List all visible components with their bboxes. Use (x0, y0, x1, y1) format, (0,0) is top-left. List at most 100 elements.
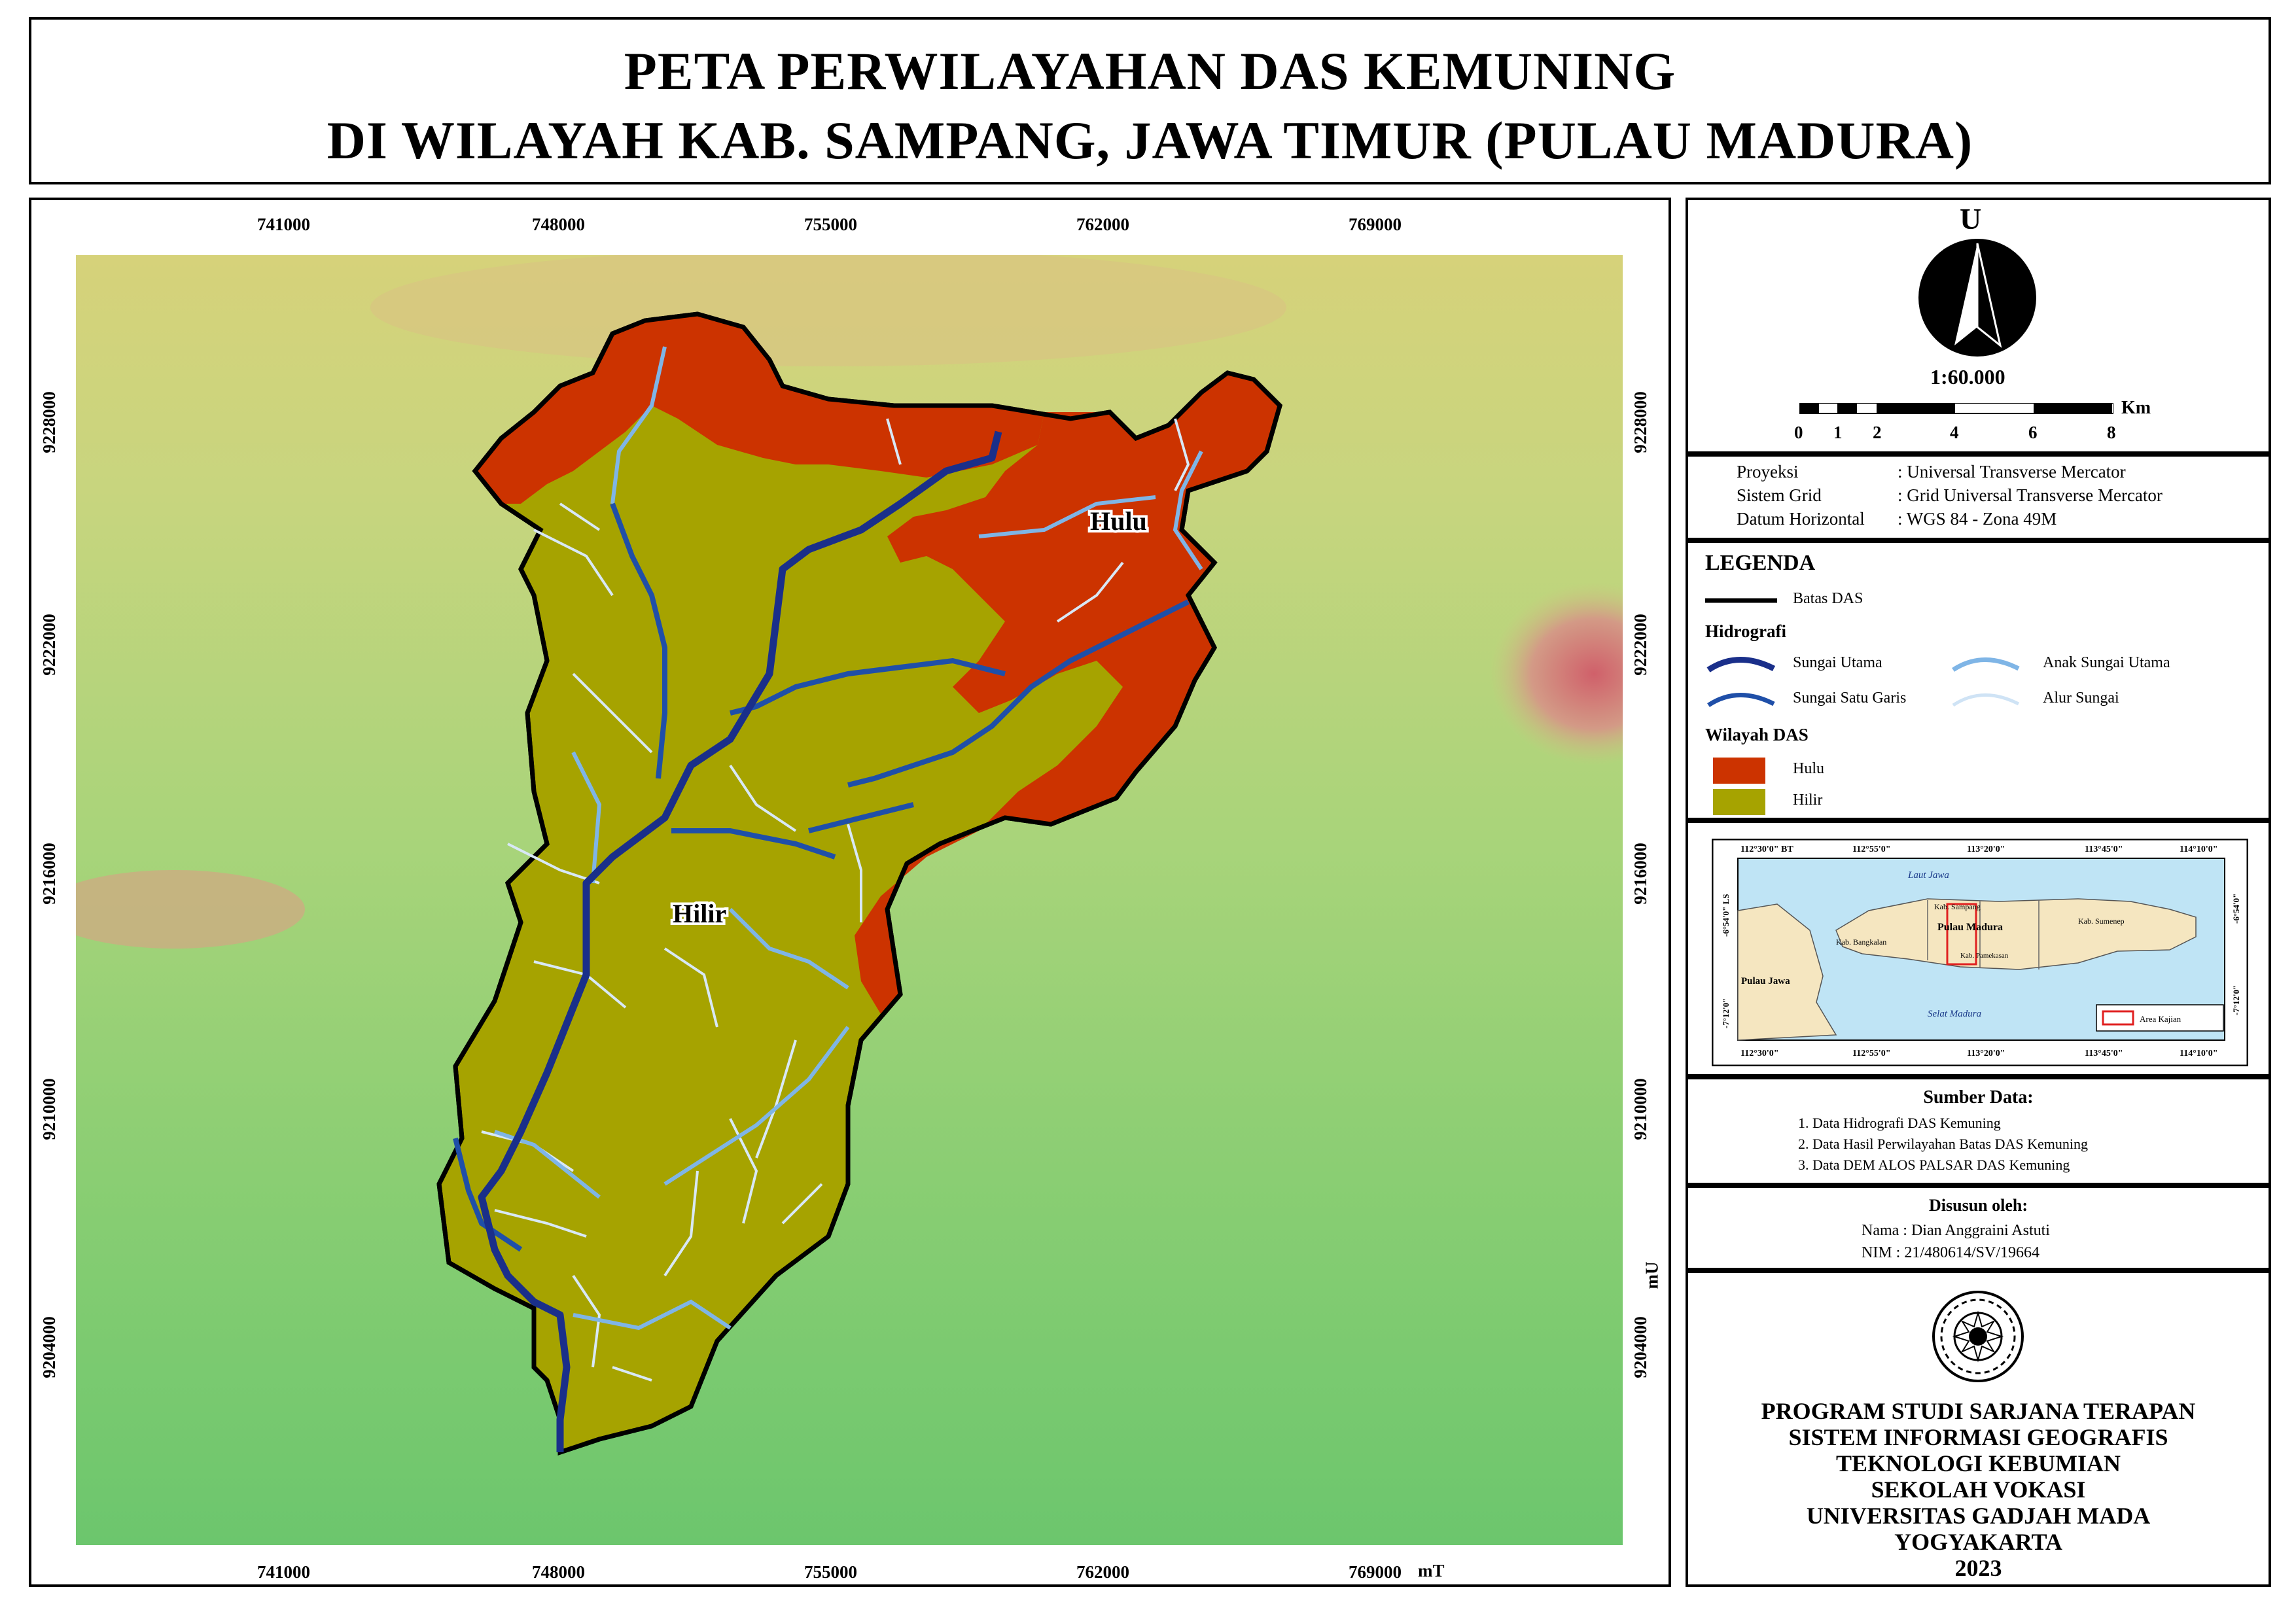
y-tick-left-2: 9222000 (39, 614, 59, 676)
inset-bottom-tick-4: 113°45'0" (2085, 1049, 2123, 1058)
institution-line-1: PROGRAM STUDI SARJANA TERAPAN (1761, 1398, 2196, 1424)
legend-sungai-utama-symbol (1706, 657, 1776, 672)
x-tick-bottom-1: 741000 (257, 1562, 310, 1582)
institution-line-7: 2023 (1954, 1555, 2002, 1581)
y-tick-left-3: 9216000 (39, 843, 59, 905)
legend-hilir-swatch (1713, 789, 1765, 815)
author-box: Disusun oleh: Nama : Dian Anggraini Astu… (1686, 1185, 2271, 1270)
legend-hulu-label: Hulu (1793, 760, 1824, 777)
inset-java-label: Pulau Jawa (1741, 976, 1790, 986)
scale-unit: Km (2121, 398, 2151, 418)
inset-kab-bangkalan: Kab. Bangkalan (1836, 937, 1886, 947)
inset-kab-sumenep: Kab. Sumenep (2078, 916, 2125, 926)
inset-kab-pamekasan: Kab. Pamekasan (1960, 952, 2009, 960)
sources-item-2: 2. Data Hasil Perwilayahan Batas DAS Kem… (1798, 1136, 2088, 1152)
author-name: Nama : Dian Anggraini Astuti (1862, 1222, 2050, 1239)
institution-line-6: YOGYAKARTA (1894, 1529, 2062, 1555)
inset-top-tick-1: 112°30'0" BT (1740, 845, 1793, 854)
map-title-line-1: PETA PERWILAYAHAN DAS KEMUNING (624, 41, 1676, 101)
institution-line-3: TEKNOLOGI KEBUMIAN (1835, 1450, 2121, 1476)
label-hulu: Hulu (1090, 506, 1147, 536)
inset-right-tick-2: -7°12'0" (2231, 985, 2241, 1015)
inset-sea-north: Laut Jawa (1907, 870, 1949, 881)
scale-tick-0: 0 (1794, 423, 1803, 442)
inset-right-tick-1: -6°54'0" (2231, 894, 2241, 924)
legend-sungai-utama-label: Sungai Utama (1793, 654, 1882, 671)
projection-box: Proyeksi : Universal Transverse Mercator… (1686, 454, 2271, 540)
y-unit: mU (1642, 1261, 1662, 1289)
legend-box: LEGENDA Batas DAS Hidrografi Sungai Utam… (1686, 540, 2271, 820)
projection-val-3: : WGS 84 - Zona 49M (1898, 509, 2057, 529)
x-unit: mT (1418, 1561, 1445, 1580)
ugm-logo-icon (1932, 1291, 2024, 1382)
sungai-utama (478, 430, 1002, 1452)
inset-box: 112°30'0" BT 112°55'0" 113°20'0" 113°45'… (1686, 820, 2271, 1077)
legend-sungai-satu-garis-label: Sungai Satu Garis (1793, 689, 1907, 707)
inset-bottom-tick-5: 114°10'0" (2180, 1049, 2218, 1058)
institution-line-2: SISTEM INFORMASI GEOGRAFIS (1788, 1424, 2168, 1450)
x-tick-top-3: 755000 (804, 215, 857, 234)
inset-map: 112°30'0" BT 112°55'0" 113°20'0" 113°45'… (1712, 839, 2248, 1066)
anak-sungai-utama (494, 346, 1203, 1331)
projection-key-2: Sistem Grid (1737, 485, 1822, 505)
projection-key-1: Proyeksi (1737, 462, 1799, 481)
map-title-line-2: DI WILAYAH KAB. SAMPANG, JAWA TIMUR (PUL… (327, 111, 1973, 170)
sungai-satu-garis (453, 502, 1190, 1252)
inset-left-tick-2: -7°12'0" (1721, 998, 1731, 1028)
x-tick-top-4: 762000 (1076, 215, 1129, 234)
projection-val-2: : Grid Universal Transverse Mercator (1898, 485, 2163, 505)
legend-anak-sungai-label: Anak Sungai Utama (2043, 654, 2170, 671)
x-tick-bottom-3: 755000 (804, 1562, 857, 1582)
author-nim: NIM : 21/480614/SV/19664 (1862, 1244, 2040, 1261)
y-tick-right-5: 9204000 (1630, 1316, 1650, 1378)
author-title: Disusun oleh: (1929, 1196, 2028, 1215)
legend-alur-sungai-symbol (1952, 693, 2020, 707)
sources-item-1: 1. Data Hidrografi DAS Kemuning (1798, 1115, 2001, 1131)
y-tick-right-3: 9216000 (1630, 843, 1650, 905)
inset-bottom-tick-1: 112°30'0" (1740, 1049, 1779, 1058)
legend-alur-sungai-label: Alur Sungai (2043, 689, 2119, 707)
y-tick-left-4: 9210000 (39, 1078, 59, 1140)
dem-highland-north (370, 255, 1286, 366)
x-tick-bottom-4: 762000 (1076, 1562, 1129, 1582)
projection-key-3: Datum Horizontal (1737, 509, 1865, 529)
north-label: U (1960, 202, 1982, 236)
institution-box: PROGRAM STUDI SARJANA TERAPAN SISTEM INF… (1686, 1270, 2271, 1587)
scale-tick-1: 1 (1833, 423, 1843, 442)
sources-title: Sumber Data: (1923, 1087, 2034, 1108)
sources-item-3: 3. Data DEM ALOS PALSAR DAS Kemuning (1798, 1157, 2070, 1173)
x-tick-bottom-2: 748000 (532, 1562, 585, 1582)
legend-boundary-label: Batas DAS (1793, 590, 1863, 607)
inset-bottom-tick-3: 113°20'0" (1967, 1049, 2005, 1058)
inset-kab-sampang: Kab. Sampang (1934, 902, 1981, 911)
y-tick-right-1: 9228000 (1630, 391, 1650, 453)
inset-top-tick-4: 113°45'0" (2085, 845, 2123, 854)
das-hulu-east (855, 373, 1280, 1014)
y-tick-left-1: 9228000 (39, 391, 59, 453)
projection-val-1: : Universal Transverse Mercator (1898, 462, 2126, 481)
scale-tick-6: 6 (2028, 423, 2038, 442)
x-tick-top-5: 769000 (1349, 215, 1402, 234)
map-canvas: Hulu Hilir (76, 255, 1623, 1545)
dem-highland-west (76, 870, 305, 949)
legend-hydro-title: Hidrografi (1705, 621, 1786, 641)
inset-top-tick-2: 112°55'0" (1852, 845, 1891, 854)
scale-tick-4: 4 (1950, 423, 1959, 442)
sources-box: Sumber Data: 1. Data Hidrografi DAS Kemu… (1686, 1077, 2271, 1185)
x-tick-top-2: 748000 (532, 215, 585, 234)
legend-wilayah-title: Wilayah DAS (1705, 725, 1809, 744)
y-tick-left-5: 9204000 (39, 1316, 59, 1378)
legend-title: LEGENDA (1705, 551, 1816, 575)
y-tick-right-4: 9210000 (1630, 1078, 1650, 1140)
legend-anak-sungai-symbol (1952, 657, 2020, 672)
institution-line-4: SEKOLAH VOKASI (1871, 1476, 2086, 1503)
legend-hilir-label: Hilir (1793, 792, 1823, 809)
institution-line-5: UNIVERSITAS GADJAH MADA (1806, 1503, 2151, 1529)
x-tick-top-1: 741000 (257, 215, 310, 234)
scale-tick-8: 8 (2107, 423, 2116, 442)
label-hilir: Hilir (673, 899, 726, 928)
inset-island-label: Pulau Madura (1937, 922, 2003, 933)
inset-left-tick-1: -6°54'0" LS (1721, 894, 1731, 937)
legend-sungai-satu-garis-symbol (1707, 693, 1775, 707)
north-scale-box: U 1:60.000 Km 0 1 2 4 6 8 (1686, 198, 2271, 454)
